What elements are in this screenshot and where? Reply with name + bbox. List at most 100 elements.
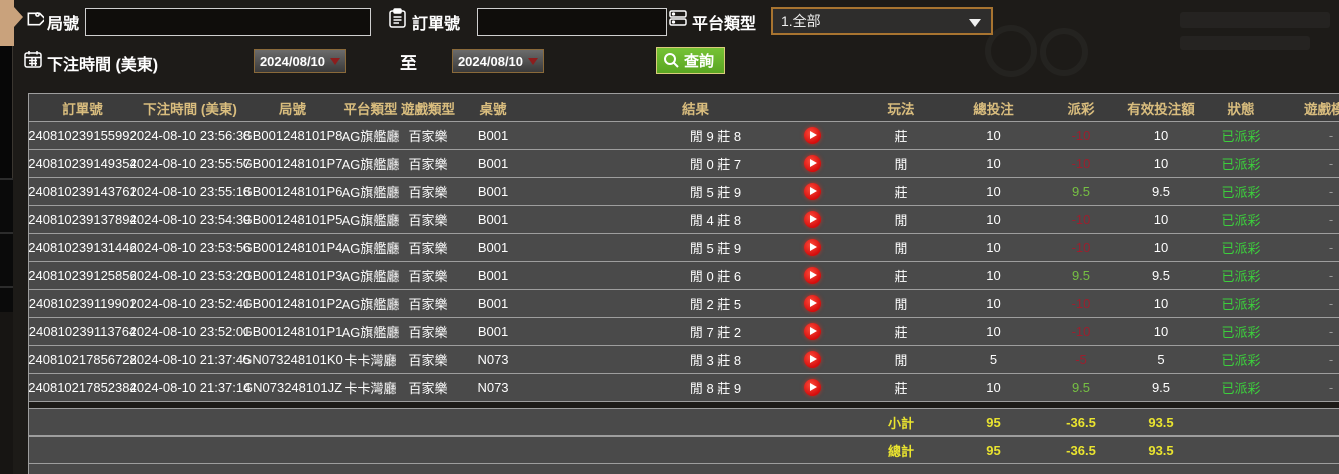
- play-video-icon[interactable]: [804, 155, 821, 172]
- play-video-icon[interactable]: [804, 379, 821, 396]
- order-id-input[interactable]: [477, 8, 667, 36]
- search-button[interactable]: 查詢: [656, 47, 726, 74]
- chevron-down-icon: [330, 57, 341, 65]
- platform-cell: AG旗艦廳: [341, 241, 400, 256]
- table-row[interactable]: 240810239119901 2024-08-10 23:52:41 GB00…: [29, 290, 1339, 318]
- round-id-cell: GB001248101P2: [242, 296, 343, 311]
- total-bet-cell: 10: [986, 380, 1001, 395]
- total-bet-cell: 10: [986, 212, 1001, 227]
- date-from-picker[interactable]: 2024/08/10: [254, 49, 346, 73]
- play-video-icon[interactable]: [804, 267, 821, 284]
- table-row[interactable]: 240810239143761 2024-08-10 23:55:18 GB00…: [29, 178, 1339, 206]
- table-row[interactable]: 240810239131446 2024-08-10 23:53:56 GB00…: [29, 234, 1339, 262]
- table-row[interactable]: 240810239113764 2024-08-10 23:52:01 GB00…: [29, 318, 1339, 346]
- bet-time-label: 下注時間 (美東): [47, 57, 159, 74]
- date-to-picker[interactable]: 2024/08/10: [452, 49, 544, 73]
- play-cell: 莊: [894, 325, 908, 340]
- bet-time-cell: 2024-08-10 23:52:41: [129, 296, 251, 311]
- play-video-icon[interactable]: [804, 239, 821, 256]
- order-id-cell: 240810239113764: [28, 324, 137, 339]
- platform-cell: 卡卡灣廳: [344, 353, 397, 368]
- valid-bet-cell: 10: [1153, 240, 1169, 255]
- game-mode-cell: -: [1328, 156, 1334, 171]
- total-total-bet: 95: [986, 442, 1001, 458]
- date-from-value: 2024/08/10: [259, 53, 326, 69]
- table-no-cell: B001: [477, 268, 509, 283]
- col-header-result: 結果: [682, 101, 709, 117]
- result-cell: 閒 0 莊 6: [530, 262, 861, 289]
- game-type-cell: 百家樂: [408, 185, 448, 200]
- play-video-icon[interactable]: [804, 183, 821, 200]
- game-type-cell: 百家樂: [408, 157, 448, 172]
- bet-time-cell: 2024-08-10 23:53:56: [129, 240, 251, 255]
- total-spacer: [29, 437, 861, 463]
- play-video-icon[interactable]: [804, 351, 821, 368]
- table-row[interactable]: 240810239125856 2024-08-10 23:53:20 GB00…: [29, 262, 1339, 290]
- payout-cell: -10: [1071, 296, 1091, 311]
- col-header-payout: 派彩: [1067, 101, 1095, 117]
- platform-cell: AG旗艦廳: [341, 185, 400, 200]
- play-cell: 莊: [894, 381, 908, 396]
- platform-cell: AG旗艦廳: [341, 269, 400, 284]
- order-id-label: 訂單號: [412, 16, 461, 33]
- result-text: 閒 8 莊 9: [689, 381, 742, 396]
- result-text: 閒 5 莊 9: [689, 185, 742, 200]
- col-header-total-bet: 總投注: [973, 101, 1014, 117]
- col-header-bet-time: 下注時間 (美東): [143, 101, 237, 117]
- valid-bet-cell: 5: [1157, 352, 1165, 367]
- result-cell: 閒 2 莊 5: [530, 290, 861, 317]
- total-payout: -36.5: [1066, 442, 1096, 458]
- table-no-cell: B001: [477, 184, 509, 199]
- game-type-cell: 百家樂: [408, 129, 448, 144]
- status-cell: 已派彩: [1221, 213, 1261, 228]
- total-bet-cell: 10: [986, 184, 1001, 199]
- collapsed-side-rail: [0, 0, 13, 474]
- play-video-icon[interactable]: [804, 127, 821, 144]
- platform-type-label: 平台類型: [692, 16, 757, 33]
- status-cell: 已派彩: [1221, 381, 1261, 396]
- order-id-cell: 240810239137894: [28, 212, 137, 227]
- valid-bet-cell: 10: [1153, 324, 1169, 339]
- play-cell: 莊: [894, 185, 908, 200]
- play-video-icon[interactable]: [804, 323, 821, 340]
- valid-bet-cell: 10: [1153, 212, 1169, 227]
- result-cell: 閒 0 莊 7: [530, 150, 861, 177]
- play-cell: 閒: [894, 213, 908, 228]
- table-row[interactable]: 240810217852384 2024-08-10 21:37:14 GN07…: [29, 374, 1339, 402]
- platform-cell: AG旗艦廳: [341, 297, 400, 312]
- table-row[interactable]: 240810217856728 2024-08-10 21:37:45 GN07…: [29, 346, 1339, 374]
- total-bet-cell: 10: [986, 156, 1001, 171]
- play-cell: 閒: [894, 241, 908, 256]
- platform-type-select[interactable]: 1.全部: [771, 7, 993, 35]
- platform-cell: AG旗艦廳: [341, 325, 400, 340]
- valid-bet-cell: 9.5: [1151, 380, 1171, 395]
- play-video-icon[interactable]: [804, 211, 821, 228]
- game-type-cell: 百家樂: [408, 381, 448, 396]
- total-bet-cell: 10: [986, 296, 1001, 311]
- status-cell: 已派彩: [1221, 129, 1261, 144]
- game-mode-cell: -: [1328, 184, 1334, 199]
- col-header-platform: 平台類型: [343, 101, 398, 117]
- round-id-input[interactable]: [85, 8, 371, 36]
- payout-cell: 9.5: [1071, 380, 1091, 395]
- chevron-down-icon: [528, 57, 539, 65]
- calendar-icon: [23, 49, 43, 69]
- valid-bet-cell: 9.5: [1151, 268, 1171, 283]
- play-video-icon[interactable]: [804, 295, 821, 312]
- order-id-cell: 240810239125856: [28, 268, 137, 283]
- game-type-cell: 百家樂: [408, 269, 448, 284]
- bet-time-cell: 2024-08-10 23:53:20: [129, 268, 251, 283]
- date-to-value: 2024/08/10: [457, 53, 524, 69]
- table-row[interactable]: 240810239137894 2024-08-10 23:54:39 GB00…: [29, 206, 1339, 234]
- col-header-order-id: 訂單號: [62, 101, 103, 117]
- table-row[interactable]: 240810239149354 2024-08-10 23:55:57 GB00…: [29, 150, 1339, 178]
- table-row[interactable]: 240810239155992 2024-08-10 23:56:38 GB00…: [29, 122, 1339, 150]
- table-no-cell: B001: [477, 324, 509, 339]
- game-mode-cell: -: [1328, 128, 1334, 143]
- status-cell: 已派彩: [1221, 185, 1261, 200]
- game-type-cell: 百家樂: [408, 325, 448, 340]
- total-bet-cell: 10: [986, 128, 1001, 143]
- round-id-cell: GB001248101P4: [242, 240, 343, 255]
- table-body: 240810239155992 2024-08-10 23:56:38 GB00…: [29, 122, 1339, 402]
- bet-time-cell: 2024-08-10 21:37:45: [129, 352, 251, 367]
